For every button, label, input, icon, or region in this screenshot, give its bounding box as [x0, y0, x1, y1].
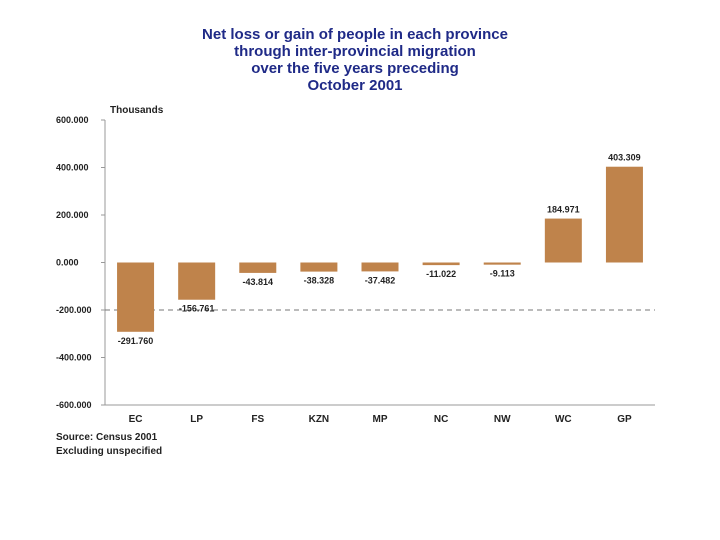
y-tick-label: 200.000 — [56, 210, 89, 220]
y-tick-label: -400.000 — [56, 353, 92, 363]
x-tick-label: KZN — [309, 414, 330, 425]
data-label: -43.814 — [243, 277, 274, 287]
data-label: 403.309 — [608, 153, 641, 163]
bar-mp — [361, 262, 399, 272]
bar-ec — [117, 262, 155, 332]
data-label: -9.113 — [490, 269, 515, 279]
x-tick-label: WC — [555, 414, 572, 425]
bar-gp — [605, 166, 643, 263]
x-tick-label: MP — [373, 414, 388, 425]
bar-fs — [239, 262, 277, 273]
exclusion-note: Excluding unspecified — [56, 446, 162, 457]
x-tick-label: NC — [434, 414, 448, 425]
y-tick-label: 0.000 — [56, 258, 79, 268]
bar-lp — [178, 262, 216, 300]
x-tick-label: GP — [617, 414, 632, 425]
y-tick-label: 400.000 — [56, 163, 89, 173]
data-label: -38.328 — [304, 276, 335, 286]
x-tick-label: EC — [129, 414, 143, 425]
y-tick-label: -200.000 — [56, 305, 92, 315]
chart-title-line: Net loss or gain of people in each provi… — [202, 26, 508, 43]
bar-nc — [422, 262, 460, 266]
x-tick-label: NW — [494, 414, 511, 425]
bar-kzn — [300, 262, 338, 272]
data-label: -37.482 — [365, 275, 396, 285]
y-tick-label: 600.000 — [56, 115, 89, 125]
chart-title-line: October 2001 — [307, 77, 403, 94]
chart-title-line: over the five years preceding — [251, 60, 459, 77]
source-note: Source: Census 2001 — [56, 432, 158, 443]
bar-wc — [544, 218, 582, 263]
data-label: 184.971 — [547, 205, 580, 215]
data-label: -156.761 — [179, 304, 215, 314]
y-tick-label: -600.000 — [56, 400, 92, 410]
x-tick-label: FS — [251, 414, 264, 425]
data-label: -291.760 — [118, 336, 154, 346]
x-tick-label: LP — [190, 414, 203, 425]
bar-nw — [483, 262, 521, 265]
chart-title-line: through inter-provincial migration — [234, 43, 476, 60]
y-axis-unit-label: Thousands — [110, 105, 164, 116]
plot-area: 600.000 400.000 200.000 0.000 -200.000 -400.0… — [56, 115, 655, 425]
data-label: -11.022 — [426, 269, 456, 279]
chart-title: Net loss or gain of people in each provi… — [130, 26, 580, 94]
